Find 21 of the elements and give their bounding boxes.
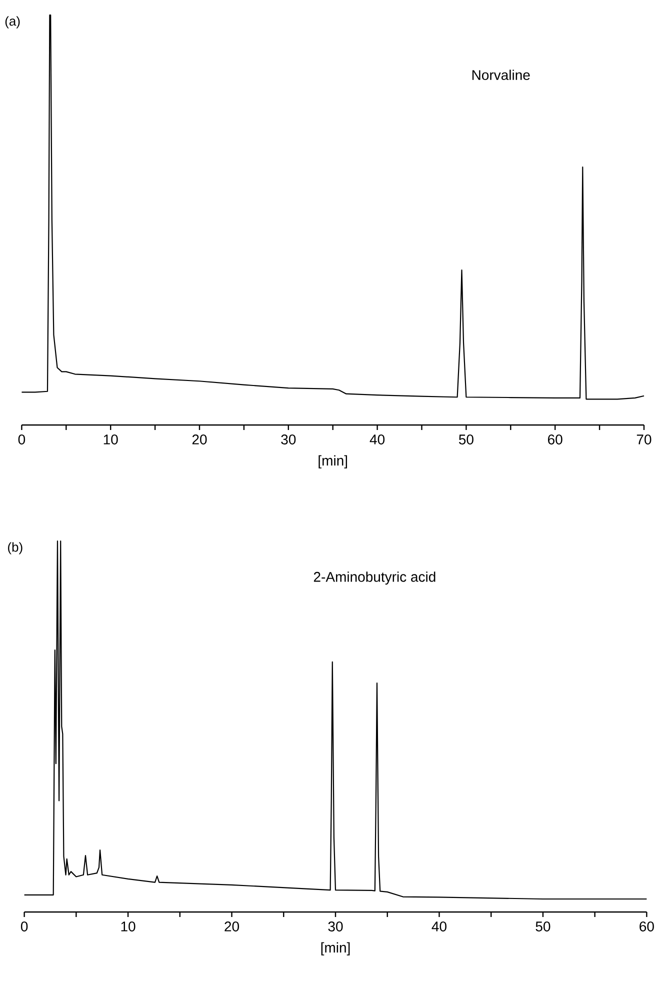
x-tick-label: 0 (18, 434, 26, 444)
x-tick-label: 70 (637, 434, 652, 444)
x-tick-label: 10 (104, 434, 118, 444)
x-tick-label: 10 (121, 922, 136, 932)
annotation: 2-Aminobutyric acid (314, 572, 436, 585)
x-tick-label: 0 (21, 922, 28, 932)
x-tick-label: 60 (640, 922, 654, 932)
x-tick-label: 40 (370, 434, 385, 444)
x-tick-label: 20 (192, 434, 207, 444)
x-tick-label: 50 (536, 922, 550, 932)
x-tick-label: 50 (459, 434, 474, 444)
annotation: Norvaline (472, 70, 530, 80)
x-axis-title: [min] (318, 455, 348, 468)
x-tick-label: 30 (328, 922, 343, 932)
x-axis-title: [min] (321, 942, 350, 956)
x-tick-label: 60 (548, 434, 562, 444)
x-tick-label: 30 (281, 434, 296, 444)
x-tick-label: 20 (224, 922, 240, 932)
x-tick-label: 40 (432, 922, 447, 932)
chart-title: (b) (8, 542, 22, 554)
chart-title: (a) (6, 16, 20, 28)
